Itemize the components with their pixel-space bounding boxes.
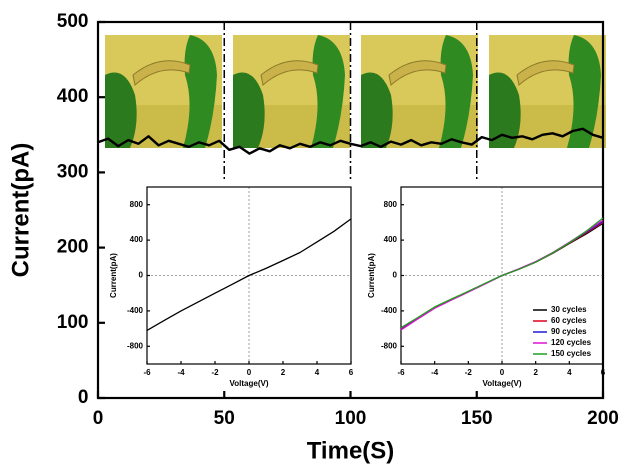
y-tick-label: 100	[57, 312, 89, 333]
data-line	[146, 218, 352, 331]
y-axis-title: Current(pA)	[367, 253, 376, 298]
x-tick-label: 200	[587, 408, 619, 429]
legend-label: 60 cycles	[551, 316, 587, 325]
x-tick-label: -2	[465, 368, 473, 377]
y-tick-label: 0	[393, 271, 398, 280]
x-tick-label: -6	[397, 368, 405, 377]
y-tick-label: 400	[130, 235, 144, 244]
plot-frame	[400, 186, 604, 365]
x-tick-label: -6	[143, 368, 151, 377]
y-tick-label: -800	[127, 341, 144, 350]
y-tick-label: 800	[384, 200, 398, 209]
y-tick-label: 400	[57, 86, 89, 107]
x-tick-label: 6	[349, 368, 354, 377]
inset-background	[364, 183, 608, 397]
x-tick-label: 2	[281, 368, 286, 377]
x-tick-label: -4	[177, 368, 185, 377]
legend-label: 30 cycles	[551, 305, 587, 314]
y-tick-label: 800	[130, 200, 144, 209]
x-tick-label: 6	[601, 368, 606, 377]
legend-label: 90 cycles	[551, 327, 587, 336]
photo	[232, 34, 351, 149]
data-line	[97, 127, 604, 155]
x-axis-title: Time(S)	[307, 437, 395, 464]
x-tick-label: -2	[211, 368, 219, 377]
x-tick-label: 100	[335, 408, 367, 429]
x-axis-title: Voltage(V)	[483, 379, 522, 388]
y-tick-label: 300	[57, 161, 89, 182]
y-tick-label: 0	[78, 387, 89, 408]
y-tick-label: 500	[57, 11, 89, 32]
x-tick-label: 2	[533, 368, 538, 377]
y-tick-label: 0	[139, 271, 144, 280]
photo	[360, 34, 479, 149]
x-tick-label: 0	[93, 408, 104, 429]
legend-label: 120 cycles	[551, 338, 592, 347]
x-tick-label: 4	[315, 368, 320, 377]
x-tick-label: 0	[247, 368, 252, 377]
photo	[104, 34, 223, 149]
y-tick-label: 200	[57, 237, 89, 258]
legend-label: 150 cycles	[551, 349, 592, 358]
x-tick-label: 0	[500, 368, 505, 377]
x-axis-title: Voltage(V)	[230, 379, 269, 388]
y-tick-label: -800	[381, 341, 398, 350]
inset-background	[104, 183, 360, 397]
x-tick-label: 50	[214, 408, 235, 429]
data-line	[400, 217, 604, 329]
x-tick-label: 150	[461, 408, 493, 429]
y-axis-title: Current(pA)	[7, 143, 34, 278]
y-tick-label: -400	[381, 306, 398, 315]
plot-frame	[146, 186, 352, 365]
y-axis-title: Current(pA)	[109, 253, 118, 298]
y-tick-label: 400	[384, 235, 398, 244]
x-tick-label: -4	[431, 368, 439, 377]
y-tick-label: -400	[127, 306, 144, 315]
x-tick-label: 4	[567, 368, 572, 377]
